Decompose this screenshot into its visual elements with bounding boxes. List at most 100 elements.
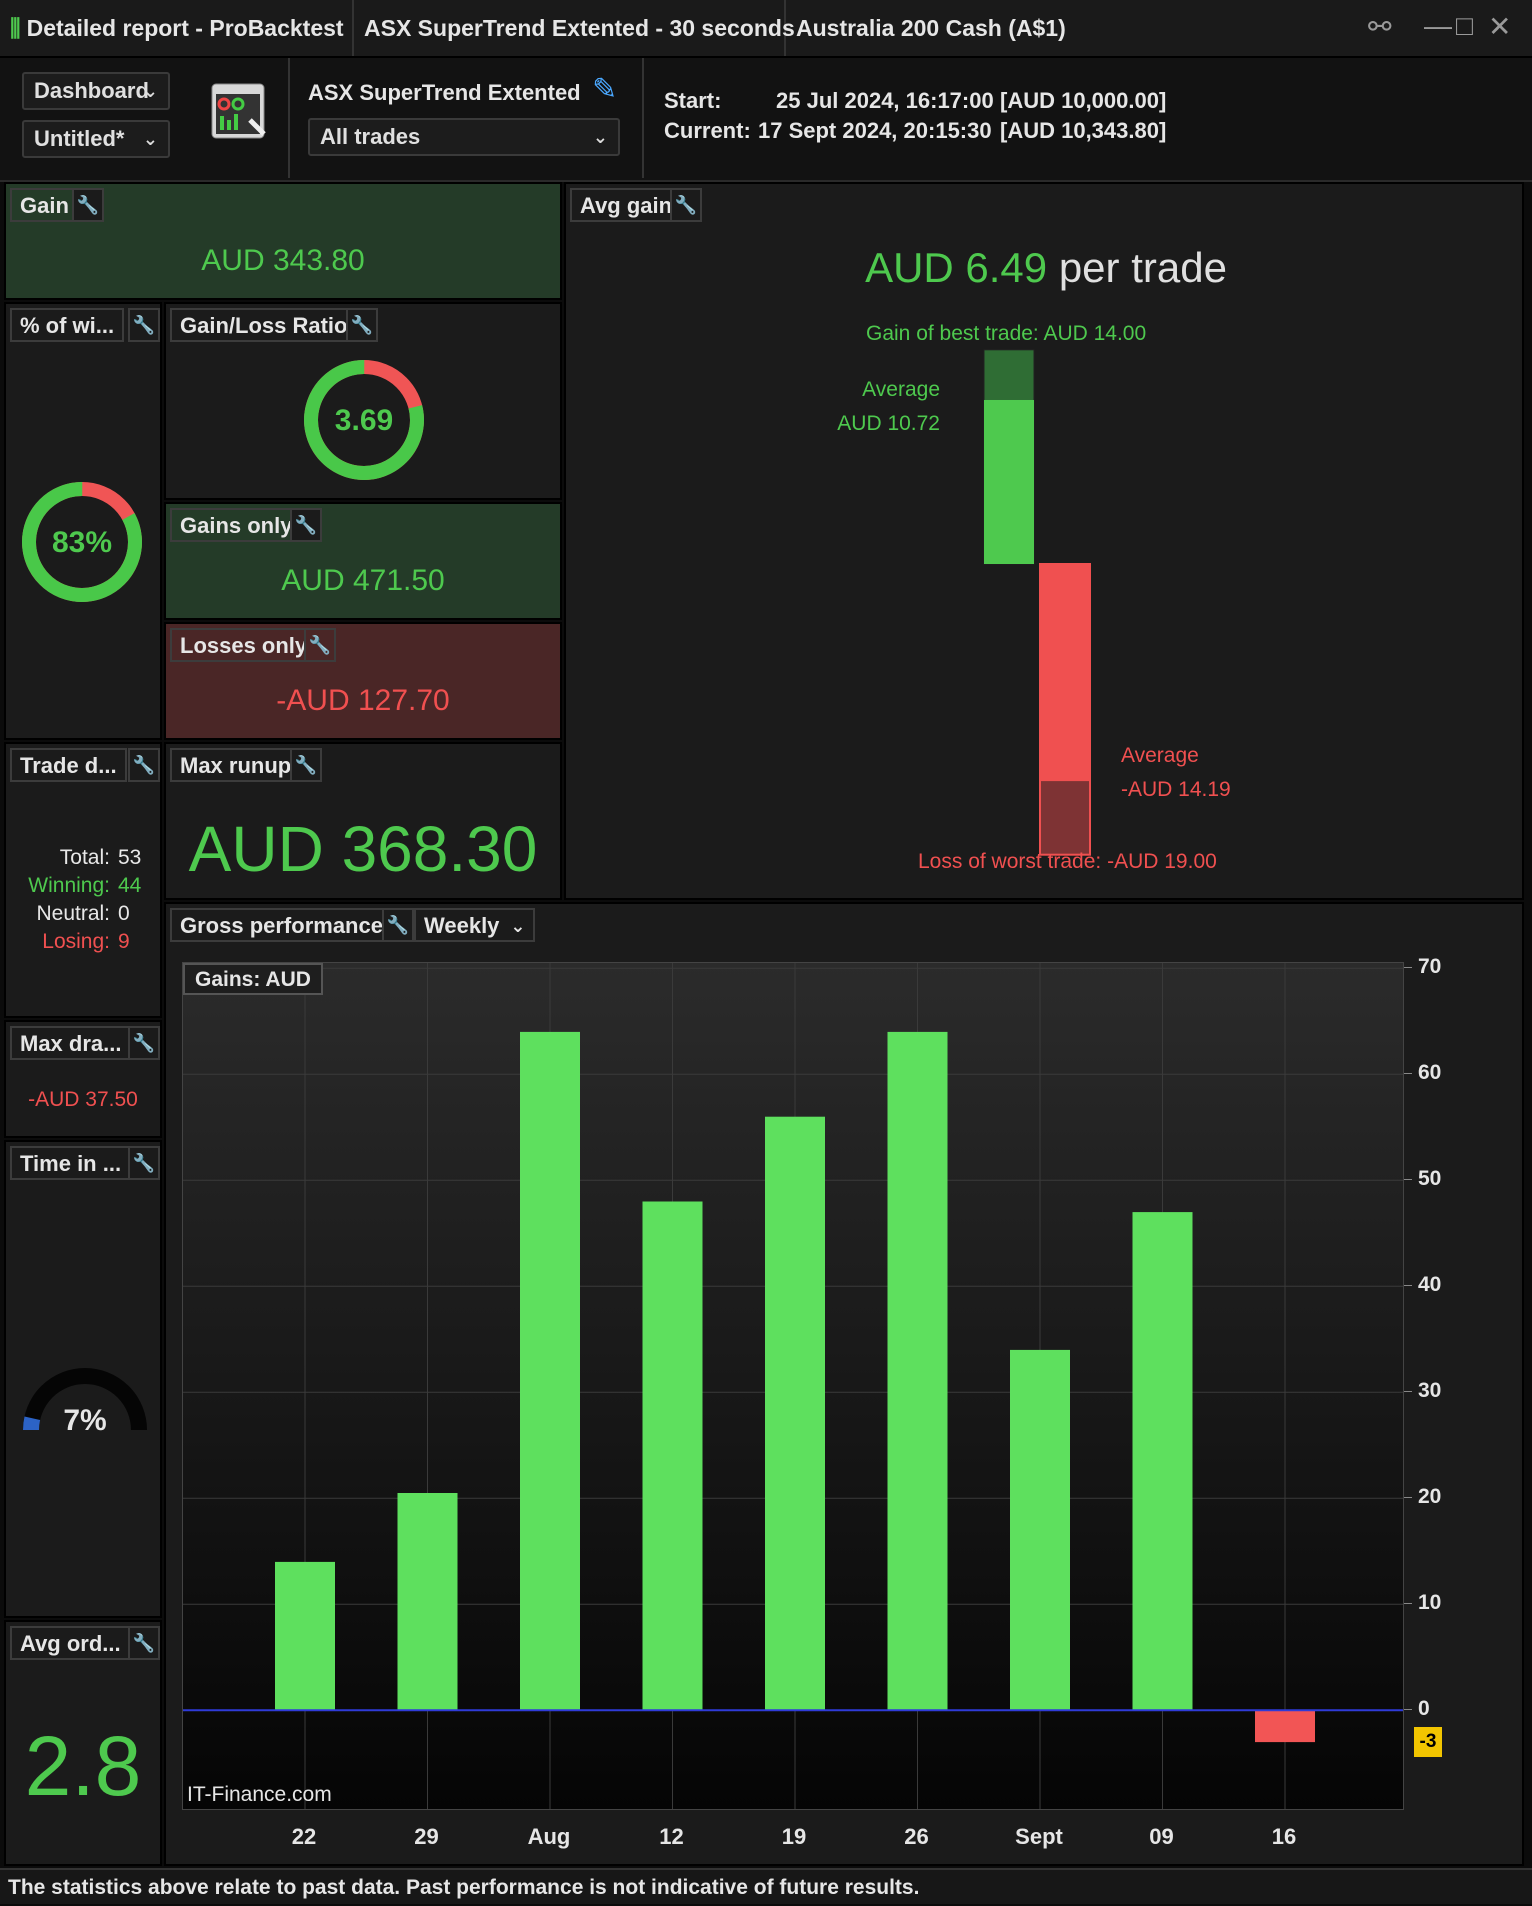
wrench-icon[interactable]: 🔧 [128,748,160,782]
y-tick-label: 0 [1418,1697,1430,1721]
time-in-market-gauge: 7% [22,1368,147,1437]
panel-title: Gains only [170,508,303,542]
strategy-tab[interactable]: ASX SuperTrend Extented - 30 seconds [354,0,795,56]
view-select[interactable]: Dashboard ⌄ [22,72,170,110]
wrench-icon[interactable]: 🔧 [128,1146,160,1180]
bar-12 [642,1201,703,1711]
close-icon[interactable]: ✕ [1488,11,1512,42]
gain-loss-ratio-panel: Gain/Loss Ratio 🔧 3.69 [164,302,562,500]
wrench-icon[interactable]: 🔧 [382,908,414,942]
layout-select[interactable]: Untitled* ⌄ [22,120,170,158]
x-tick-label: 22 [291,1824,317,1849]
x-tick-label: 12 [659,1824,684,1849]
y-tick-label: 30 [1418,1379,1442,1403]
win-pct-donut: 83% [21,482,142,602]
minimize-icon[interactable]: — [1424,10,1452,41]
worst-trade-label: Loss of worst trade: -AUD 19.00 [918,850,1217,873]
watermark: IT-Finance.com [187,1783,332,1806]
panel-title: % of wi... [10,308,125,342]
share-icon[interactable]: ⚯ [1368,11,1392,42]
panel-title: Max runup [170,748,302,782]
y-tick-mark [1404,1497,1412,1499]
time-in-market-panel: Time in ... 🔧 7% [4,1140,162,1618]
start-value: 25 Jul 2024, 16:17:00 [776,88,994,113]
panel-title: Time in ... [10,1146,132,1180]
panel-title: Losses only [170,628,318,662]
max-drawdown-value: -AUD 37.50 [28,1088,138,1111]
y-tick-mark [1404,1179,1412,1181]
wrench-icon[interactable]: 🔧 [290,748,322,782]
wrench-icon[interactable]: 🔧 [128,1626,160,1660]
bar-Sept [1010,1349,1070,1711]
maximize-icon[interactable]: □ [1456,10,1473,41]
period-select[interactable]: Weekly ⌄ [414,908,536,942]
losses-only-value: -AUD 127.70 [276,684,450,717]
chevron-down-icon: ⌄ [592,127,608,147]
y-tick-mark [1404,1709,1412,1711]
x-tick-label: Sept [1015,1824,1063,1849]
panel-title: Max dra... [10,1026,132,1060]
win-pct-value: 83% [52,526,112,559]
max-runup-panel: Max runup 🔧 AUD 368.30 [164,742,562,900]
chart-svg [183,963,1403,1809]
disclaimer-footer: The statistics above relate to past data… [0,1868,1532,1904]
x-tick-label: Aug [527,1824,571,1849]
wrench-icon[interactable]: 🔧 [304,628,336,662]
avg-gain-bars [983,349,1091,856]
chevron-down-icon: ⌄ [142,81,158,101]
y-tick-label: 50 [1418,1167,1442,1191]
wrench-icon[interactable]: 🔧 [128,1026,160,1060]
x-tick-label: 09 [1149,1824,1174,1849]
panel-title: Gain/Loss Ratio [170,308,358,342]
time-in-market-value: 7% [63,1404,106,1437]
total-value: 53 [118,846,142,869]
report-settings-icon[interactable] [210,80,270,140]
y-tick-mark [1404,1391,1412,1393]
gains-only-panel: Gains only 🔧 AUD 471.50 [164,502,562,620]
x-tick-label: 16 [1271,1824,1297,1849]
gain-loss-donut: 3.69 [304,360,424,480]
trades-select[interactable]: All trades ⌄ [308,118,620,156]
trade-dist-panel: Trade d... 🔧 Total: 53 Winning: 44 Neutr… [4,742,162,1018]
avg-win-value: AUD 10.72 [837,412,940,435]
max-drawdown-panel: Max dra... 🔧 -AUD 37.50 [4,1020,162,1138]
average-loss-bar [1040,564,1090,782]
edit-icon[interactable]: ✎ [592,73,618,106]
bar-09 [1132,1212,1193,1711]
y-tick-mark [1404,1603,1412,1605]
y-tick-mark [1404,967,1412,969]
bar-19 [765,1116,825,1711]
gain-value: AUD 343.80 [201,244,365,277]
y-tick-label: 10 [1418,1591,1442,1615]
panel-title: Gross performance [170,908,393,942]
wrench-icon[interactable]: 🔧 [128,308,160,342]
wrench-icon[interactable]: 🔧 [290,508,322,542]
current-label: Current: [664,118,751,143]
gains-only-value: AUD 471.50 [281,564,445,597]
x-tick-label: 19 [781,1824,807,1849]
strategy-name: ASX SuperTrend Extented [308,80,581,105]
start-label: Start: [664,88,722,113]
wrench-icon[interactable]: 🔧 [72,188,104,222]
last-value-badge: -3 [1414,1727,1442,1758]
best-trade-label: Gain of best trade: AUD 14.00 [866,322,1147,345]
chevron-down-icon: ⌄ [510,916,526,936]
avg-loss-label: Average [1121,744,1199,767]
instrument-tab[interactable]: Australia 200 Cash (A$1) [796,15,1066,41]
chevron-down-icon: ⌄ [142,129,158,149]
losses-only-panel: Losses only 🔧 -AUD 127.70 [164,622,562,740]
avg-loss-value: -AUD 14.19 [1121,778,1231,801]
average-win-bar [984,399,1034,564]
losing-value: 9 [118,930,130,953]
winning-value: 44 [118,874,142,897]
current-value: 17 Sept 2024, 20:15:30 [758,118,992,143]
wrench-icon[interactable]: 🔧 [346,308,378,342]
y-tick-label: 20 [1418,1485,1442,1509]
window-title: ⫼ Detailed report - ProBacktest [0,0,354,56]
bar-22 [275,1561,335,1711]
y-tick-label: 70 [1418,955,1442,979]
neutral-value: 0 [118,902,130,925]
wrench-icon[interactable]: 🔧 [670,188,702,222]
winning-label: Winning: [28,874,110,897]
x-tick-label: 29 [414,1824,439,1849]
